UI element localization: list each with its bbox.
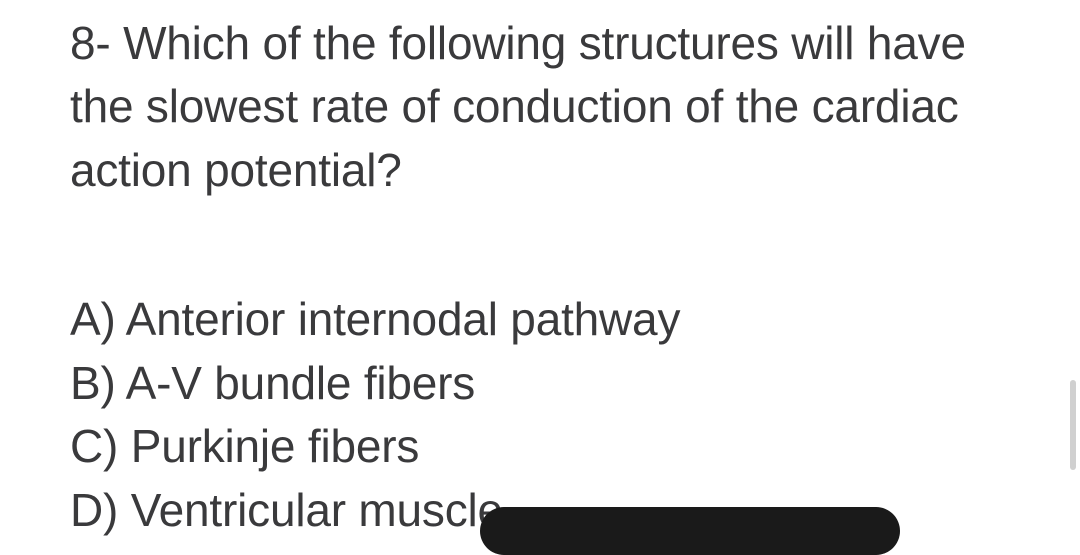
options-block: A) Anterior internodal pathway B) A-V bu…	[70, 288, 1010, 542]
bottom-pill	[480, 507, 900, 555]
option-a[interactable]: A) Anterior internodal pathway	[70, 288, 1010, 351]
question-text: 8- Which of the following structures wil…	[70, 12, 1010, 202]
scrollbar[interactable]	[1070, 380, 1076, 470]
option-c[interactable]: C) Purkinje fibers	[70, 415, 1010, 478]
option-b[interactable]: B) A-V bundle fibers	[70, 352, 1010, 415]
